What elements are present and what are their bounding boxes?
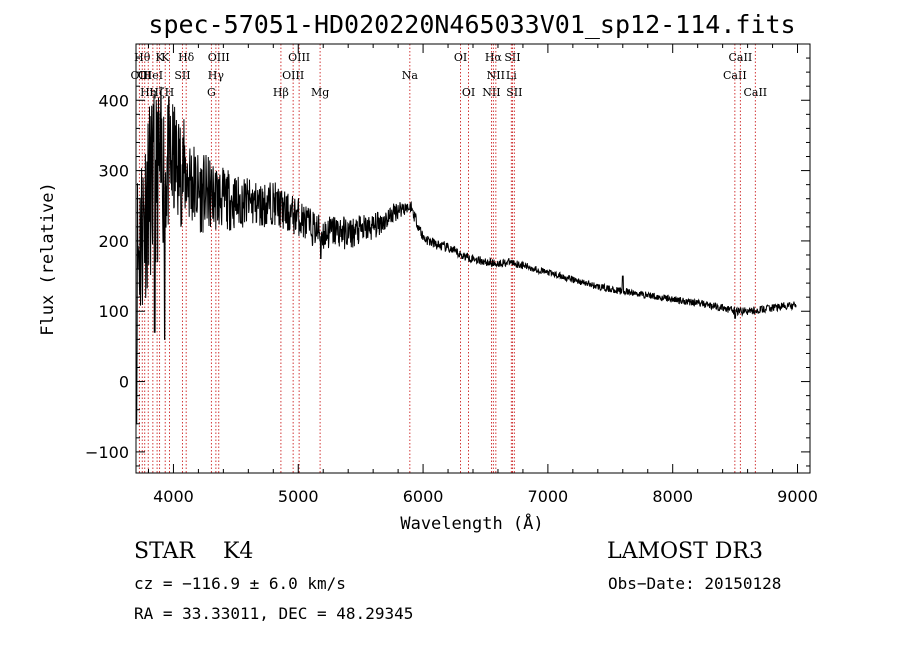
line-marker-label-17: Mg xyxy=(311,86,329,99)
line-marker-label-5: Hζ xyxy=(149,86,165,99)
line-marker-label-8: H xyxy=(165,86,175,99)
x-tick-label-7000: 7000 xyxy=(528,487,569,506)
y-tick-label--100: −100 xyxy=(85,443,129,462)
line-marker-label-22: Hα xyxy=(485,51,503,64)
obs-date-label: Obs−Date: 20150128 xyxy=(608,574,782,593)
x-tick-label-5000: 5000 xyxy=(278,487,319,506)
line-marker-label-19: OI xyxy=(454,51,467,64)
line-marker-label-9: SII xyxy=(174,69,190,82)
line-marker-label-18: Na xyxy=(402,69,419,82)
line-marker-label-20: OI xyxy=(462,86,475,99)
line-marker-label-6: K xyxy=(155,51,164,64)
coordinates-label: RA = 33.33011, DEC = 48.29345 xyxy=(134,604,414,623)
spectral-subclass: K4 xyxy=(223,539,254,564)
line-marker-label-3: Hη xyxy=(140,86,156,99)
y-tick-label-200: 200 xyxy=(98,232,129,251)
line-marker-label-10: Hδ xyxy=(178,51,195,64)
line-marker-label-15: OIII xyxy=(282,69,304,82)
y-tick-label-300: 300 xyxy=(98,162,129,181)
object-class: STAR xyxy=(134,539,195,564)
line-marker-label-29: CaII xyxy=(743,86,767,99)
spectrum-line xyxy=(135,86,797,425)
y-tick-label-0: 0 xyxy=(119,373,129,392)
line-marker-label-13: OIII xyxy=(208,51,230,64)
line-marker-label-25: SII xyxy=(504,51,520,64)
line-marker-label-1: Hθ xyxy=(134,51,151,64)
velocity-label: cz = −116.9 ± 6.0 km/s xyxy=(134,574,346,593)
line-marker-label-16: OIII xyxy=(288,51,310,64)
line-marker-label-26: SII xyxy=(506,86,522,99)
y-tick-label-400: 400 xyxy=(98,91,129,110)
chart-title: spec-57051-HD020220N465033V01_sp12-114.f… xyxy=(148,10,795,39)
x-tick-label-8000: 8000 xyxy=(652,487,693,506)
line-marker-label-4: HeI xyxy=(143,69,163,82)
y-axis-label: Flux (relative) xyxy=(38,182,58,336)
line-marker-label-11: G xyxy=(207,86,216,99)
survey-label: LAMOST DR3 xyxy=(607,539,763,564)
line-marker-label-7: K xyxy=(161,51,170,64)
object-class-label: STAR K4 xyxy=(134,539,253,564)
x-tick-label-4000: 4000 xyxy=(153,487,194,506)
x-tick-label-6000: 6000 xyxy=(403,487,444,506)
line-marker-label-24: Li xyxy=(506,69,517,82)
x-tick-label-9000: 9000 xyxy=(777,487,818,506)
line-marker-label-28: CaII xyxy=(729,51,753,64)
line-marker-label-12: Hγ xyxy=(208,69,225,82)
x-axis-label: Wavelength (Å) xyxy=(400,512,543,534)
y-tick-label-100: 100 xyxy=(98,302,129,321)
line-marker-label-23: NII xyxy=(487,69,505,82)
line-marker-label-27: CaII xyxy=(723,69,747,82)
line-marker-label-21: NII xyxy=(482,86,500,99)
line-marker-label-0: OII xyxy=(131,69,149,82)
line-marker-label-14: Hβ xyxy=(273,86,289,99)
